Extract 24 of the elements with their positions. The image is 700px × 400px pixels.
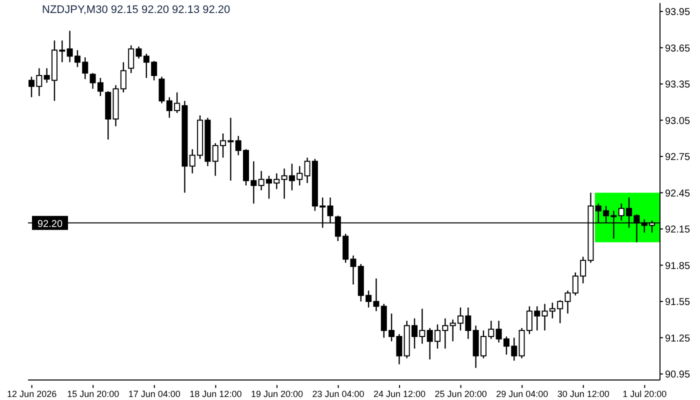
y-tick-label: 93.65 — [665, 43, 690, 54]
x-tick-label: 29 Jun 04:00 — [496, 389, 548, 399]
y-tick-label: 91.25 — [665, 333, 690, 344]
x-tick-label: 18 Jun 12:00 — [190, 389, 242, 399]
x-tick-label: 24 Jun 12:00 — [374, 389, 426, 399]
y-tick-label: 91.55 — [665, 297, 690, 308]
x-tick-label: 25 Jun 20:00 — [434, 389, 487, 399]
chart-title: NZDJPY,M30 92.15 92.20 92.13 92.20 — [42, 4, 230, 16]
y-tick-label: 91.85 — [665, 260, 690, 272]
y-tick-label: 92.15 — [665, 224, 690, 236]
x-tick-label: 19 Jun 20:00 — [250, 389, 303, 399]
x-tick-label: 15 Jun 20:00 — [67, 389, 120, 399]
y-tick-label: 93.35 — [665, 80, 690, 91]
y-tick-label: 92.45 — [665, 188, 690, 200]
ref-line-label: 92.20 — [37, 218, 63, 230]
x-tick-label: 12 Jun 2026 — [7, 389, 57, 399]
y-tick-label: 93.05 — [665, 116, 690, 127]
x-tick-label: 23 Jun 04:00 — [312, 389, 364, 399]
y-tick-label: 92.75 — [665, 152, 690, 164]
x-tick-label: 30 Jun 12:00 — [557, 389, 610, 399]
y-tick-label: 90.95 — [665, 370, 690, 381]
y-tick-label: 93.95 — [665, 7, 690, 18]
x-tick-label: 1 Jul 20:00 — [622, 389, 667, 399]
x-tick-label: 17 Jun 04:00 — [128, 389, 180, 399]
